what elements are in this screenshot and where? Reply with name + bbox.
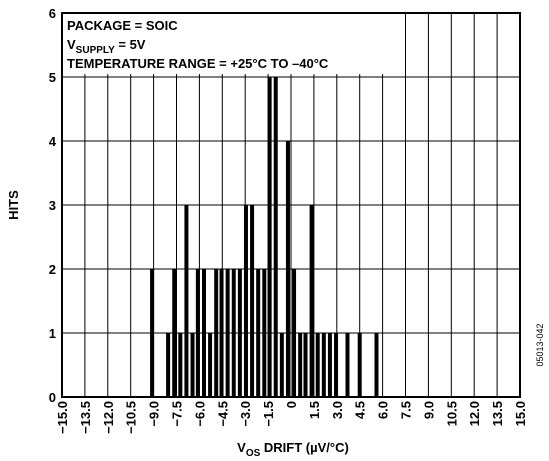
bar (208, 333, 213, 397)
x-tick-label: −12.0 (101, 401, 116, 434)
x-tick-label: 13.5 (490, 401, 505, 426)
x-tick-label: −3.0 (238, 401, 253, 427)
bar (303, 333, 308, 397)
annotation-supply-v: V (67, 37, 76, 52)
bar (321, 333, 326, 397)
x-tick-label: 10.5 (444, 401, 459, 426)
annotation-supply-value: = 5V (115, 37, 146, 52)
x-tick-label: −6.0 (192, 401, 207, 427)
bar (256, 269, 261, 397)
x-axis-title-v: V (237, 440, 246, 455)
bar (279, 333, 284, 397)
x-tick-label: 15.0 (513, 401, 528, 426)
x-tick-label: −1.5 (261, 401, 276, 427)
gridlines (62, 13, 520, 397)
y-tick-label: 2 (49, 262, 56, 277)
annotation-supply: VSUPPLY = 5V (67, 37, 146, 56)
x-tick-label: 0 (284, 401, 299, 408)
bar (374, 333, 379, 397)
x-tick-label: −4.5 (215, 401, 230, 427)
x-axis-title-subscript: OS (246, 448, 261, 459)
x-tick-label: 4.5 (353, 401, 368, 419)
x-tick-label: 7.5 (399, 401, 414, 419)
bar (172, 269, 177, 397)
x-tick-label: −9.0 (147, 401, 162, 427)
bar (178, 333, 183, 397)
bar (166, 333, 171, 397)
bar (315, 333, 320, 397)
bar (190, 333, 195, 397)
y-axis-title: HITS (6, 190, 21, 220)
bar (214, 269, 219, 397)
annotation-package: PACKAGE = SOIC (67, 18, 178, 33)
y-tick-label: 0 (49, 390, 56, 405)
x-tick-label: −10.5 (124, 401, 139, 434)
bar (309, 205, 314, 397)
bar (327, 333, 332, 397)
bar (345, 333, 350, 397)
x-axis-title-rest: DRIFT (µV/°C) (260, 440, 349, 455)
y-tick-label: 1 (49, 326, 56, 341)
x-tick-label: −7.5 (170, 401, 185, 427)
plot-frame (61, 12, 521, 398)
x-tick-label: 1.5 (307, 401, 322, 419)
x-tick-labels: −15.0 −13.5 −12.0 −10.5 −9.0 −7.5 −6.0 −4.5 −3.0… (55, 401, 528, 434)
bar (225, 269, 230, 397)
bars (150, 77, 379, 397)
bar (250, 205, 255, 397)
bar (184, 205, 189, 397)
x-tick-label: 3.0 (330, 401, 345, 419)
y-tick-label: 6 (49, 6, 56, 21)
bar (298, 333, 303, 397)
bar (334, 333, 339, 397)
bar (231, 269, 236, 397)
bar (237, 269, 242, 397)
x-tick-label: 12.0 (467, 401, 482, 426)
bar (243, 205, 248, 397)
bar (195, 269, 200, 397)
annotation-supply-subscript: SUPPLY (76, 45, 115, 56)
x-tick-label: 6.0 (376, 401, 391, 419)
figure-id: 05013-042 (535, 323, 545, 366)
bar (292, 269, 297, 397)
y-tick-labels: 0 1 2 3 4 5 6 (49, 6, 57, 405)
x-tick-label: −15.0 (55, 401, 70, 434)
bar (262, 269, 267, 397)
bar (267, 77, 272, 397)
y-tick-label: 4 (49, 134, 57, 149)
bar (201, 269, 206, 397)
x-tick-label: 9.0 (421, 401, 436, 419)
annotation-box (63, 14, 394, 74)
bar (285, 141, 290, 397)
bar (219, 269, 224, 397)
bar (273, 77, 278, 397)
x-axis-title: VOS DRIFT (µV/°C) (237, 440, 349, 459)
annotation-temperature: TEMPERATURE RANGE = +25°C TO –40°C (67, 56, 329, 71)
x-tick-label: −13.5 (78, 401, 93, 434)
bar (357, 333, 362, 397)
y-tick-label: 3 (49, 198, 56, 213)
bar (150, 269, 155, 397)
y-tick-label: 5 (49, 70, 56, 85)
